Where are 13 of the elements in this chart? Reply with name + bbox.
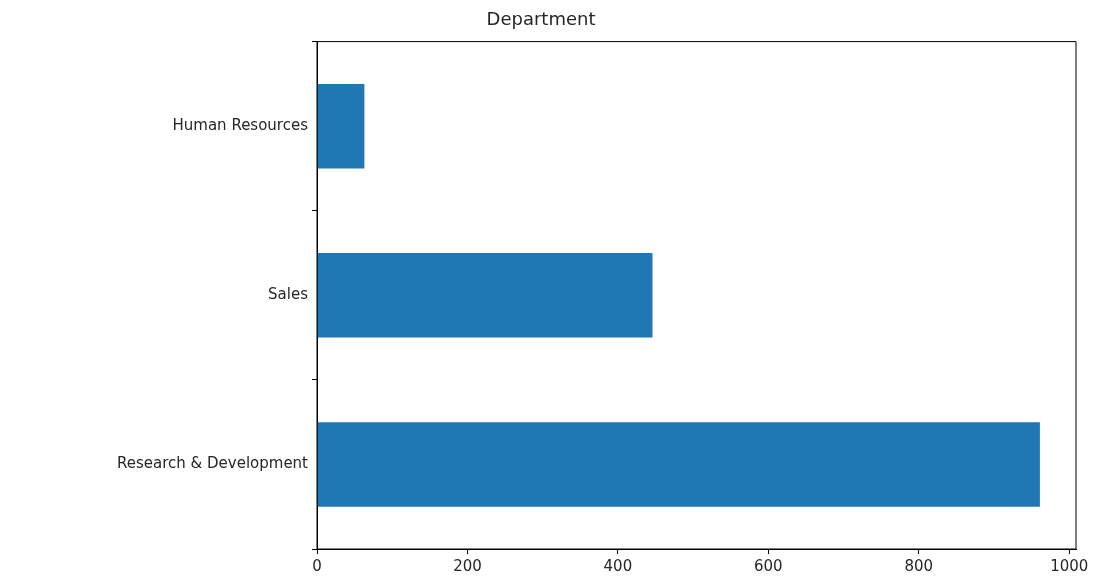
y-tick-label: Sales (268, 285, 309, 304)
bar (317, 422, 1040, 507)
y-tick-label: Research & Development (116, 454, 309, 473)
x-tick-label: 1000 (1050, 556, 1089, 575)
y-tick-label: Human Resources (172, 116, 309, 135)
x-tick-label: 0 (312, 556, 322, 575)
chart-title: Department (486, 8, 596, 30)
bar (317, 253, 653, 338)
bar (317, 83, 365, 169)
x-tick-label: 600 (754, 556, 783, 575)
x-tick-label: 400 (603, 556, 633, 575)
x-tick-label: 800 (904, 556, 934, 575)
x-tick-label: 200 (453, 556, 482, 575)
